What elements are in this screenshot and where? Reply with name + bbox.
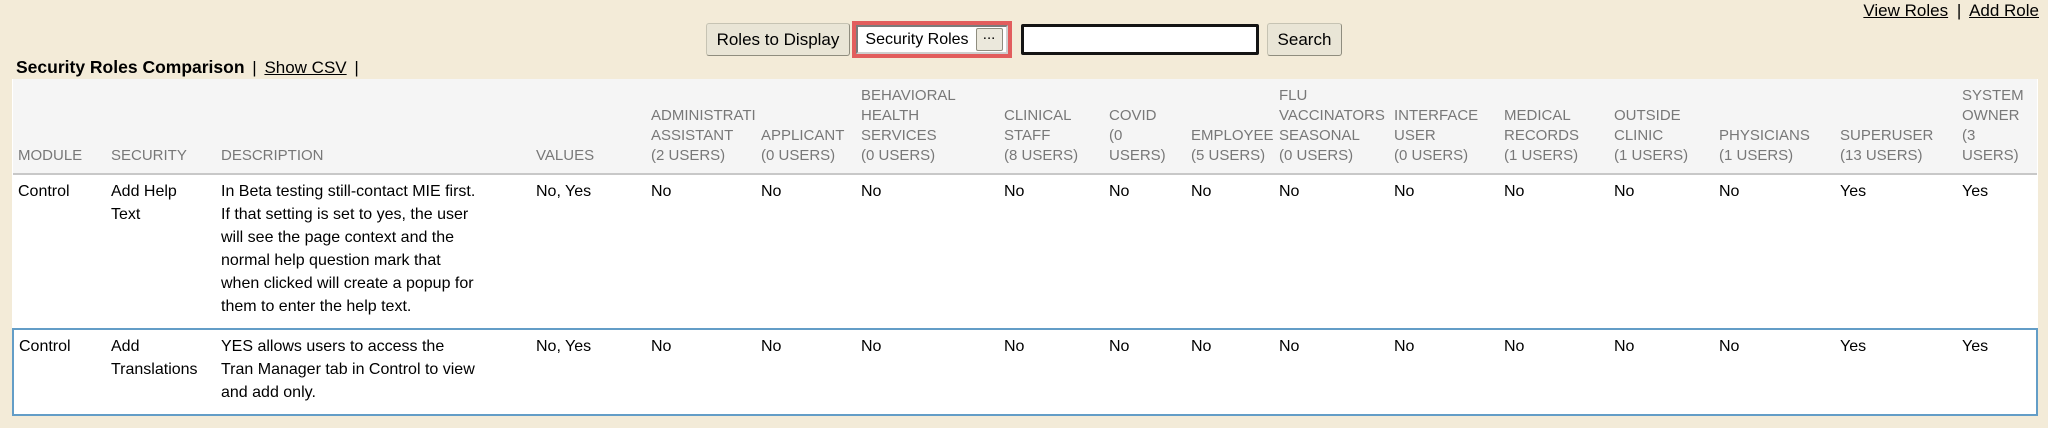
cell-role-value-behavioral-health-services: No	[856, 174, 999, 329]
cell-role-value-flu-vaccinators-seasonal: No	[1274, 174, 1389, 329]
table-header-row: MODULE SECURITY DESCRIPTION VALUES ADMINISTR…	[13, 79, 2037, 175]
cell-security: Add Help Text	[106, 174, 216, 329]
links-separator: |	[1956, 1, 1962, 20]
cell-role-value-flu-vaccinators-seasonal: No	[1274, 328, 1389, 416]
cell-security: Add Translations	[106, 328, 216, 416]
control-bar: Roles to Display Security Roles ... Sear…	[0, 21, 2048, 58]
column-header-covid: COVID (0 USERS)	[1104, 79, 1186, 175]
column-header-administrative-assistant: ADMINISTRATIVE ASSISTANT (2 USERS)	[646, 79, 756, 175]
cell-role-value-physicians: No	[1714, 174, 1835, 329]
cell-role-value-behavioral-health-services: No	[856, 328, 999, 416]
cell-role-value-interface-user: No	[1389, 328, 1499, 416]
column-header-applicant: APPLICANT (0 USERS)	[756, 79, 856, 175]
cell-role-value-interface-user: No	[1389, 174, 1499, 329]
column-header-description: DESCRIPTION	[216, 79, 531, 175]
column-header-flu-vaccinators-seasonal: FLU VACCINATORS SEASONAL (0 USERS)	[1274, 79, 1389, 175]
title-row: Security Roles Comparison | Show CSV |	[16, 57, 362, 78]
cell-role-value-applicant: No	[756, 328, 856, 416]
cell-role-value-system-owner: Yes	[1957, 328, 2038, 416]
cell-role-value-employees: No	[1186, 328, 1274, 416]
cell-role-value-employees: No	[1186, 174, 1274, 329]
cell-role-value-outside-clinic: No	[1609, 328, 1714, 416]
security-roles-comparison-table: MODULE SECURITY DESCRIPTION VALUES ADMINISTR…	[12, 79, 2038, 416]
description-text: YES allows users to access the Tran Mana…	[221, 338, 475, 401]
page-title: Security Roles Comparison	[16, 57, 245, 77]
roles-dropdown[interactable]: Security Roles ...	[856, 25, 1008, 54]
column-header-superuser: SUPERUSER (13 USERS)	[1835, 79, 1957, 175]
table-row: Control Add Help Text In Beta testing stil…	[13, 174, 2037, 329]
cell-role-value-medical-records: No	[1499, 174, 1609, 329]
column-header-values: VALUES	[531, 79, 646, 175]
description-text: In Beta testing still-contact MIE first.…	[221, 183, 476, 315]
cell-role-value-physicians: No	[1714, 328, 1835, 416]
column-header-clinical-staff: CLINICAL STAFF (8 USERS)	[999, 79, 1104, 175]
table-row: Control Add Translations YES allows users …	[12, 328, 2038, 416]
column-header-system-owner: SYSTEM OWNER (3 USERS)	[1957, 79, 2037, 175]
column-header-outside-clinic: OUTSIDE CLINIC (1 USERS)	[1609, 79, 1714, 175]
column-header-interface-user: INTERFACE USER (0 USERS)	[1389, 79, 1499, 175]
cell-role-value-superuser: Yes	[1835, 328, 1957, 416]
ellipsis-button[interactable]: ...	[975, 27, 1003, 51]
cell-role-value-system-owner: Yes	[1957, 174, 2037, 329]
cell-role-value-applicant: No	[756, 174, 856, 329]
roles-dropdown-value: Security Roles	[865, 30, 969, 48]
column-header-physicians: PHYSICIANS (1 USERS)	[1714, 79, 1835, 175]
add-role-link[interactable]: Add Role	[1969, 1, 2039, 20]
column-header-module: MODULE	[13, 79, 106, 175]
column-header-medical-records: MEDICAL RECORDS (1 USERS)	[1499, 79, 1609, 175]
cell-role-value-outside-clinic: No	[1609, 174, 1714, 329]
cell-role-value-covid: No	[1104, 174, 1186, 329]
view-roles-link[interactable]: View Roles	[1863, 1, 1949, 20]
cell-role-value-clinical-staff: No	[999, 328, 1104, 416]
cell-role-value-superuser: Yes	[1835, 174, 1957, 329]
cell-role-value-administrative-assistant: No	[646, 328, 756, 416]
cell-module: Control	[13, 174, 106, 329]
column-header-security: SECURITY	[106, 79, 216, 175]
cell-description: YES allows users to access the Tran Mana…	[216, 328, 531, 416]
roles-to-display-button[interactable]: Roles to Display	[705, 23, 851, 56]
title-trailing-separator: |	[354, 58, 359, 77]
header-links: View Roles | Add Role	[1863, 1, 2039, 21]
cell-values: No, Yes	[531, 174, 646, 329]
search-button[interactable]: Search	[1266, 23, 1343, 56]
search-input[interactable]	[1020, 24, 1259, 55]
cell-role-value-administrative-assistant: No	[646, 174, 756, 329]
show-csv-link[interactable]: Show CSV	[264, 58, 347, 77]
title-separator: |	[252, 58, 257, 77]
column-header-employees: EMPLOYEES (5 USERS)	[1186, 79, 1274, 175]
cell-role-value-covid: No	[1104, 328, 1186, 416]
cell-role-value-clinical-staff: No	[999, 174, 1104, 329]
cell-role-value-medical-records: No	[1499, 328, 1609, 416]
cell-description: In Beta testing still-contact MIE first.…	[216, 174, 531, 329]
roles-dropdown-highlight: Security Roles ...	[852, 21, 1012, 58]
cell-values: No, Yes	[531, 328, 646, 416]
cell-module: Control	[12, 328, 106, 416]
column-header-behavioral-health-services: BEHAVIORAL HEALTH SERVICES (0 USERS)	[856, 79, 999, 175]
